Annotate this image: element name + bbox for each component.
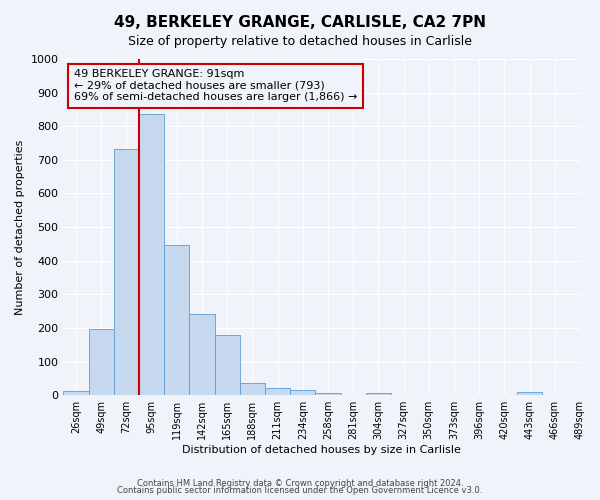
Text: Contains public sector information licensed under the Open Government Licence v3: Contains public sector information licen…: [118, 486, 482, 495]
Bar: [290, 390, 316, 395]
Bar: [265, 388, 290, 395]
Bar: [240, 384, 265, 395]
Text: 49 BERKELEY GRANGE: 91sqm
← 29% of detached houses are smaller (793)
69% of semi: 49 BERKELEY GRANGE: 91sqm ← 29% of detac…: [74, 69, 357, 102]
Bar: [215, 336, 240, 395]
Bar: [64, 391, 89, 395]
Bar: [139, 114, 164, 395]
Bar: [316, 392, 341, 395]
Bar: [114, 149, 139, 395]
Y-axis label: Number of detached properties: Number of detached properties: [15, 140, 25, 315]
Bar: [190, 314, 215, 395]
Text: 49, BERKELEY GRANGE, CARLISLE, CA2 7PN: 49, BERKELEY GRANGE, CARLISLE, CA2 7PN: [114, 15, 486, 30]
Bar: [517, 392, 542, 395]
Text: Size of property relative to detached houses in Carlisle: Size of property relative to detached ho…: [128, 35, 472, 48]
Text: Contains HM Land Registry data © Crown copyright and database right 2024.: Contains HM Land Registry data © Crown c…: [137, 478, 463, 488]
Bar: [164, 244, 190, 395]
X-axis label: Distribution of detached houses by size in Carlisle: Distribution of detached houses by size …: [182, 445, 461, 455]
Bar: [89, 330, 114, 395]
Bar: [366, 393, 391, 395]
